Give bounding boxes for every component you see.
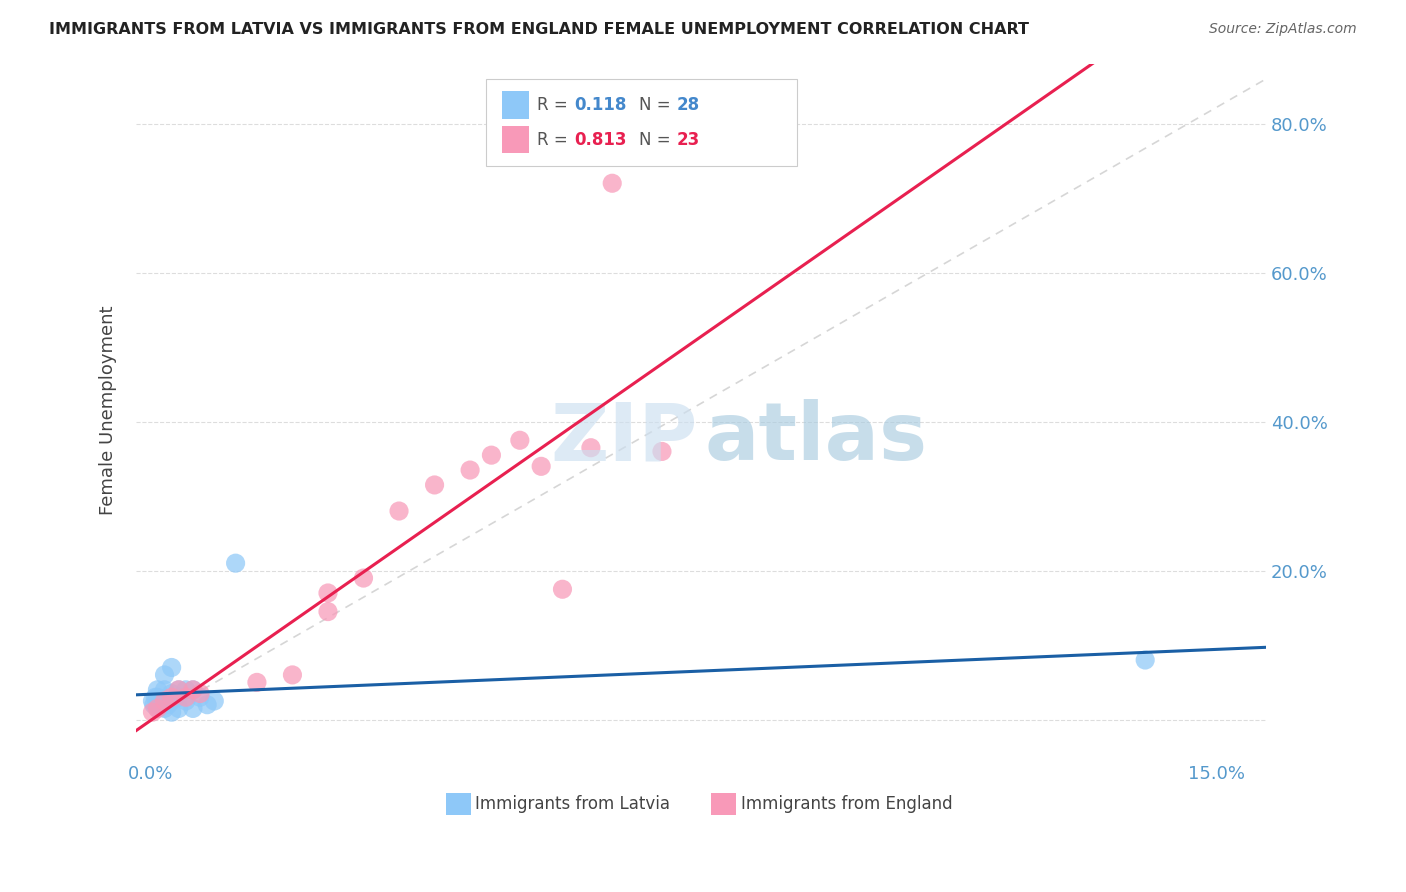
FancyBboxPatch shape xyxy=(502,91,529,119)
Point xyxy=(174,682,197,697)
Text: 0.118: 0.118 xyxy=(575,96,627,114)
Text: Immigrants from Latvia: Immigrants from Latvia xyxy=(475,795,671,813)
Point xyxy=(146,690,169,705)
FancyBboxPatch shape xyxy=(486,79,797,166)
Point xyxy=(188,687,211,701)
Point xyxy=(167,682,190,697)
Point xyxy=(181,682,204,697)
Point xyxy=(181,682,204,697)
Text: Immigrants from England: Immigrants from England xyxy=(741,795,952,813)
Text: ZIP: ZIP xyxy=(550,400,697,477)
Point xyxy=(160,690,183,705)
Point xyxy=(153,694,176,708)
Point xyxy=(195,698,218,712)
Point xyxy=(600,176,623,190)
Text: R =: R = xyxy=(537,130,574,149)
Point xyxy=(174,694,197,708)
Point xyxy=(141,694,163,708)
Point xyxy=(160,660,183,674)
FancyBboxPatch shape xyxy=(446,793,471,815)
Point xyxy=(142,698,165,712)
Point xyxy=(225,556,247,570)
Text: R =: R = xyxy=(537,96,574,114)
Text: N =: N = xyxy=(638,130,676,149)
Point xyxy=(202,694,225,708)
Point xyxy=(458,463,481,477)
Point xyxy=(148,698,170,712)
Point xyxy=(143,690,166,705)
Point xyxy=(160,694,183,708)
Point xyxy=(181,701,204,715)
Text: 28: 28 xyxy=(676,96,699,114)
Point xyxy=(157,698,180,712)
Y-axis label: Female Unemployment: Female Unemployment xyxy=(100,306,117,516)
Text: 23: 23 xyxy=(676,130,699,149)
Point xyxy=(509,434,531,448)
Point xyxy=(149,694,172,708)
Point xyxy=(651,444,673,458)
Point xyxy=(316,605,339,619)
Point xyxy=(146,701,169,715)
Text: Source: ZipAtlas.com: Source: ZipAtlas.com xyxy=(1209,22,1357,37)
Point xyxy=(281,668,304,682)
Point xyxy=(167,690,190,705)
Point xyxy=(146,701,169,715)
Point xyxy=(167,701,190,715)
Point xyxy=(160,687,183,701)
Point xyxy=(353,571,375,585)
Point xyxy=(153,701,176,715)
Point xyxy=(481,448,503,462)
FancyBboxPatch shape xyxy=(711,793,737,815)
Point xyxy=(246,675,269,690)
Text: N =: N = xyxy=(638,96,676,114)
Point xyxy=(1135,653,1157,667)
Point xyxy=(141,705,163,719)
Text: IMMIGRANTS FROM LATVIA VS IMMIGRANTS FROM ENGLAND FEMALE UNEMPLOYMENT CORRELATIO: IMMIGRANTS FROM LATVIA VS IMMIGRANTS FRO… xyxy=(49,22,1029,37)
Point xyxy=(530,459,553,474)
Point xyxy=(160,705,183,719)
Point xyxy=(579,441,602,455)
Point xyxy=(174,690,197,705)
Point xyxy=(551,582,574,597)
Point xyxy=(188,690,211,705)
Point xyxy=(153,668,176,682)
Point xyxy=(388,504,411,518)
Text: atlas: atlas xyxy=(704,400,928,477)
Text: 0.813: 0.813 xyxy=(575,130,627,149)
FancyBboxPatch shape xyxy=(502,126,529,153)
Point xyxy=(316,586,339,600)
Point xyxy=(153,682,176,697)
Point xyxy=(167,682,190,697)
Point xyxy=(423,478,446,492)
Point xyxy=(146,682,169,697)
